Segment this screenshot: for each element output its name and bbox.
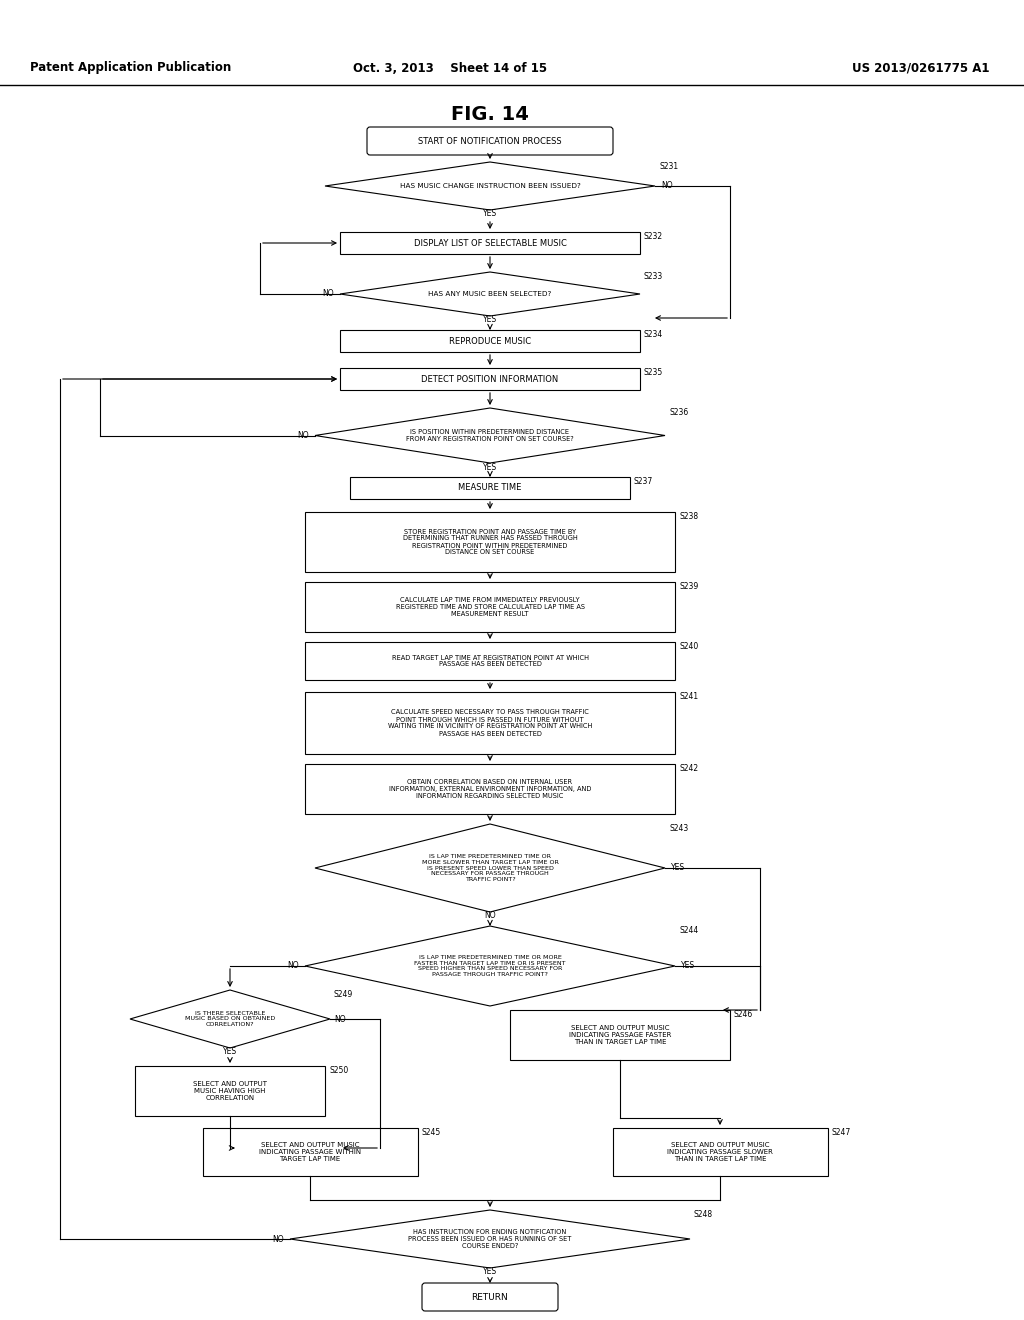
Polygon shape [340, 272, 640, 315]
Text: YES: YES [483, 315, 497, 325]
Text: YES: YES [223, 1048, 238, 1056]
Text: NO: NO [297, 432, 309, 440]
Text: YES: YES [483, 462, 497, 471]
Text: SELECT AND OUTPUT MUSIC
INDICATING PASSAGE WITHIN
TARGET LAP TIME: SELECT AND OUTPUT MUSIC INDICATING PASSA… [259, 1142, 361, 1162]
Text: Oct. 3, 2013    Sheet 14 of 15: Oct. 3, 2013 Sheet 14 of 15 [353, 62, 547, 74]
Text: DISPLAY LIST OF SELECTABLE MUSIC: DISPLAY LIST OF SELECTABLE MUSIC [414, 239, 566, 248]
Bar [305, 764, 675, 814]
Text: S243: S243 [669, 824, 688, 833]
Text: IS THERE SELECTABLE
MUSIC BASED ON OBTAINED
CORRELATION?: IS THERE SELECTABLE MUSIC BASED ON OBTAI… [185, 1011, 275, 1027]
Text: HAS MUSIC CHANGE INSTRUCTION BEEN ISSUED?: HAS MUSIC CHANGE INSTRUCTION BEEN ISSUED… [399, 183, 581, 189]
Text: IS POSITION WITHIN PREDETERMINED DISTANCE
FROM ANY REGISTRATION POINT ON SET COU: IS POSITION WITHIN PREDETERMINED DISTANC… [407, 429, 573, 442]
Text: S247: S247 [831, 1129, 851, 1137]
Text: S248: S248 [694, 1210, 713, 1218]
Polygon shape [315, 408, 665, 463]
Text: Patent Application Publication: Patent Application Publication [30, 62, 231, 74]
Text: SELECT AND OUTPUT MUSIC
INDICATING PASSAGE SLOWER
THAN IN TARGET LAP TIME: SELECT AND OUTPUT MUSIC INDICATING PASSA… [667, 1142, 773, 1162]
Polygon shape [315, 824, 665, 912]
Text: S242: S242 [679, 764, 698, 774]
Polygon shape [305, 927, 675, 1006]
Text: DETECT POSITION INFORMATION: DETECT POSITION INFORMATION [421, 375, 559, 384]
Text: S235: S235 [644, 368, 664, 378]
Text: CALCULATE SPEED NECESSARY TO PASS THROUGH TRAFFIC
POINT THROUGH WHICH IS PASSED : CALCULATE SPEED NECESSARY TO PASS THROUG… [388, 710, 592, 737]
Text: NO: NO [334, 1015, 346, 1023]
Text: S233: S233 [644, 272, 664, 281]
FancyBboxPatch shape [367, 127, 613, 154]
Text: YES: YES [483, 1267, 497, 1276]
Text: SELECT AND OUTPUT MUSIC
INDICATING PASSAGE FASTER
THAN IN TARGET LAP TIME: SELECT AND OUTPUT MUSIC INDICATING PASSA… [568, 1026, 671, 1045]
Bar [350, 477, 630, 499]
Text: MEASURE TIME: MEASURE TIME [459, 483, 521, 492]
Text: CALCULATE LAP TIME FROM IMMEDIATELY PREVIOUSLY
REGISTERED TIME AND STORE CALCULA: CALCULATE LAP TIME FROM IMMEDIATELY PREV… [395, 597, 585, 616]
Bar [305, 582, 675, 632]
Text: NO: NO [323, 289, 334, 298]
Text: YES: YES [681, 961, 695, 970]
Text: START OF NOTIFICATION PROCESS: START OF NOTIFICATION PROCESS [418, 136, 562, 145]
Bar [612, 1129, 827, 1176]
Text: NO: NO [484, 912, 496, 920]
Bar [203, 1129, 418, 1176]
Text: S241: S241 [679, 692, 698, 701]
Text: OBTAIN CORRELATION BASED ON INTERNAL USER
INFORMATION, EXTERNAL ENVIRONMENT INFO: OBTAIN CORRELATION BASED ON INTERNAL USE… [389, 779, 591, 799]
Bar [135, 1067, 325, 1115]
Text: FIG. 14: FIG. 14 [451, 106, 529, 124]
Bar [305, 692, 675, 754]
Text: STORE REGISTRATION POINT AND PASSAGE TIME BY
DETERMINING THAT RUNNER HAS PASSED : STORE REGISTRATION POINT AND PASSAGE TIM… [402, 528, 578, 556]
Text: S231: S231 [659, 162, 678, 172]
Text: IS LAP TIME PREDETERMINED TIME OR
MORE SLOWER THAN TARGET LAP TIME OR
IS PRESENT: IS LAP TIME PREDETERMINED TIME OR MORE S… [422, 854, 558, 882]
Text: READ TARGET LAP TIME AT REGISTRATION POINT AT WHICH
PASSAGE HAS BEEN DETECTED: READ TARGET LAP TIME AT REGISTRATION POI… [391, 655, 589, 668]
Bar [510, 1010, 730, 1060]
Bar [305, 512, 675, 572]
Bar [340, 368, 640, 389]
Text: S239: S239 [679, 582, 698, 591]
Text: S246: S246 [734, 1010, 754, 1019]
Text: S244: S244 [679, 927, 698, 935]
Text: S240: S240 [679, 642, 698, 651]
Text: S250: S250 [329, 1067, 348, 1074]
Text: US 2013/0261775 A1: US 2013/0261775 A1 [853, 62, 990, 74]
Text: RETURN: RETURN [472, 1292, 508, 1302]
Text: YES: YES [671, 863, 685, 873]
Text: SELECT AND OUTPUT
MUSIC HAVING HIGH
CORRELATION: SELECT AND OUTPUT MUSIC HAVING HIGH CORR… [193, 1081, 267, 1101]
Polygon shape [325, 162, 655, 210]
FancyBboxPatch shape [422, 1283, 558, 1311]
Text: IS LAP TIME PREDETERMINED TIME OR MORE
FASTER THAN TARGET LAP TIME OR IS PRESENT: IS LAP TIME PREDETERMINED TIME OR MORE F… [415, 954, 565, 977]
Text: S238: S238 [679, 512, 698, 521]
Text: NO: NO [662, 181, 673, 190]
Text: S249: S249 [334, 990, 353, 999]
Bar [305, 642, 675, 680]
Polygon shape [290, 1210, 690, 1269]
Text: S237: S237 [634, 477, 653, 486]
Text: S234: S234 [644, 330, 664, 339]
Polygon shape [130, 990, 330, 1048]
Bar [340, 232, 640, 253]
Text: NO: NO [288, 961, 299, 970]
Text: YES: YES [483, 210, 497, 219]
Text: S245: S245 [422, 1129, 440, 1137]
Text: S232: S232 [644, 232, 664, 242]
Text: REPRODUCE MUSIC: REPRODUCE MUSIC [449, 337, 531, 346]
Text: HAS INSTRUCTION FOR ENDING NOTIFICATION
PROCESS BEEN ISSUED OR HAS RUNNING OF SE: HAS INSTRUCTION FOR ENDING NOTIFICATION … [409, 1229, 571, 1249]
Text: NO: NO [272, 1234, 284, 1243]
Text: HAS ANY MUSIC BEEN SELECTED?: HAS ANY MUSIC BEEN SELECTED? [428, 290, 552, 297]
Text: S236: S236 [669, 408, 688, 417]
Bar [340, 330, 640, 352]
